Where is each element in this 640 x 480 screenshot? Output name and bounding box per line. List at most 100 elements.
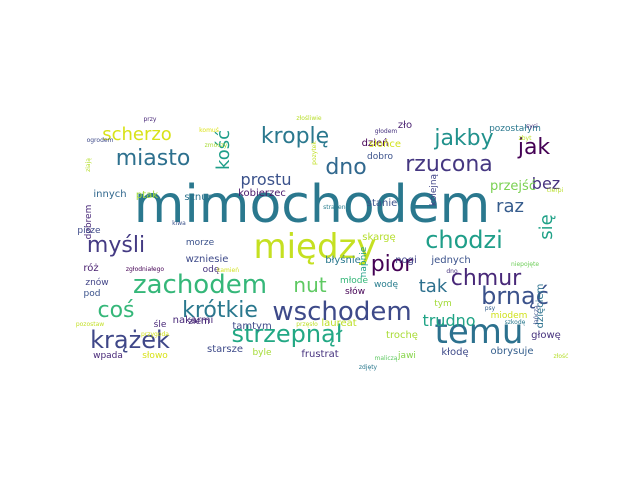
cloud-word: róż [83, 262, 98, 274]
cloud-word: miodem [491, 311, 528, 321]
cloud-word: pozytek [311, 141, 318, 165]
cloud-word: stracenie [323, 204, 351, 211]
cloud-word: wpada [93, 351, 123, 361]
cloud-word: innych [93, 189, 126, 200]
cloud-word: byle [252, 348, 272, 358]
cloud-word: mimochodem [134, 175, 491, 235]
cloud-word: jakby [433, 126, 493, 151]
cloud-word: błyśnie [325, 254, 361, 266]
cloud-word: trudno [422, 311, 475, 330]
cloud-word: nut [293, 273, 326, 297]
cloud-word: kamień [217, 267, 239, 274]
cloud-word: pozostałym [489, 124, 541, 134]
cloud-word: słońce [369, 138, 401, 150]
cloud-word: głodem [375, 128, 398, 135]
cloud-word: nogi [395, 255, 417, 266]
cloud-word: chodzi [425, 226, 503, 254]
cloud-word: przęsło [296, 321, 318, 328]
cloud-word: kroplę [261, 124, 329, 149]
cloud-word: nakarmi [173, 315, 214, 326]
cloud-word: wodę [374, 280, 399, 290]
cloud-word: dobrem [84, 205, 94, 240]
cloud-word: cierpi [547, 187, 564, 194]
cloud-word: starsze [207, 344, 243, 355]
cloud-word: jawi [397, 351, 416, 361]
cloud-word: kłodę [441, 347, 468, 358]
cloud-word: ogrodem [87, 137, 114, 144]
cloud-word: złośliwie [296, 115, 322, 122]
cloud-word: skargę [362, 232, 395, 243]
cloud-word: laureat [321, 318, 356, 329]
cloud-word: tak [419, 276, 448, 297]
cloud-word: między [253, 227, 376, 267]
cloud-word: komuś [199, 127, 219, 134]
cloud-word: zbyt [519, 135, 533, 142]
cloud-word: słowo [142, 351, 168, 361]
cloud-word: bez [532, 174, 560, 193]
cloud-word: dobro [367, 152, 393, 162]
cloud-word: dno [325, 155, 366, 180]
cloud-word: dzień [362, 137, 389, 149]
cloud-word: przy [144, 116, 157, 123]
cloud-word: śle [154, 319, 167, 330]
cloud-word: ptak [136, 190, 158, 201]
cloud-word: głowę [531, 330, 561, 341]
cloud-word: niepojęte [511, 261, 539, 268]
cloud-word: wzniesie [186, 254, 229, 265]
cloud-word: napnie [359, 246, 369, 277]
cloud-word: słów [345, 286, 365, 297]
cloud-word: kolejną [429, 173, 439, 206]
cloud-word: frustrat [301, 349, 338, 360]
cloud-word: obrysuje [491, 346, 534, 357]
cloud-word: znów [85, 277, 108, 288]
cloud-word: jak [517, 135, 551, 160]
cloud-word: prostu [241, 170, 292, 189]
cloud-word: pozostaw [76, 321, 104, 328]
cloud-word: myśli [87, 233, 145, 258]
cloud-word: przygoda [141, 331, 169, 338]
cloud-word: jednych [430, 255, 470, 266]
cloud-word: kość [213, 130, 234, 170]
cloud-word: złość [554, 353, 569, 360]
cloud-word: się [536, 214, 557, 239]
cloud-word: złem [188, 317, 210, 327]
cloud-word: młode [340, 276, 369, 286]
cloud-word: ziają [85, 158, 92, 172]
cloud-word: raz [496, 196, 524, 217]
cloud-word: brnąć [481, 282, 549, 310]
cloud-word: tym [434, 299, 452, 309]
cloud-word: szkodę [505, 319, 526, 326]
cloud-word: kiwa [172, 220, 186, 227]
cloud-word: strzepnął [231, 320, 342, 348]
cloud-word: morze [186, 238, 215, 248]
cloud-word: maliczą [375, 355, 398, 362]
cloud-word: odę [203, 265, 220, 275]
cloud-word: trochę [386, 330, 418, 341]
cloud-word: pior [371, 252, 415, 277]
cloud-word: sznur [184, 192, 212, 203]
cloud-word: łańczą [533, 305, 540, 325]
cloud-word: zło [398, 120, 412, 131]
cloud-word: stanie [367, 198, 398, 209]
cloud-word: psy [485, 305, 496, 312]
cloud-word: zmoczy [205, 142, 228, 149]
cloud-word: przejść [490, 179, 536, 194]
cloud-word: krążek [90, 326, 170, 354]
cloud-word: chmur [451, 266, 522, 291]
cloud-word: coś [97, 298, 134, 323]
cloud-word: rzucona [405, 152, 493, 177]
cloud-word: syci [526, 123, 538, 130]
cloud-word: krótkie [182, 298, 258, 323]
cloud-word: zdjęty [359, 364, 378, 371]
cloud-word: zgłodniałego [126, 266, 164, 273]
cloud-word: dzięciem [535, 284, 546, 329]
cloud-word: miasto [116, 146, 191, 171]
cloud-word: pod [84, 289, 101, 299]
cloud-word: scherzo [102, 124, 172, 145]
cloud-word: kobierzec [238, 188, 286, 199]
cloud-word: zachodem [133, 270, 267, 300]
cloud-word: pisze [77, 226, 101, 236]
cloud-word: wschodem [272, 297, 411, 327]
cloud-word: temu [435, 312, 524, 352]
